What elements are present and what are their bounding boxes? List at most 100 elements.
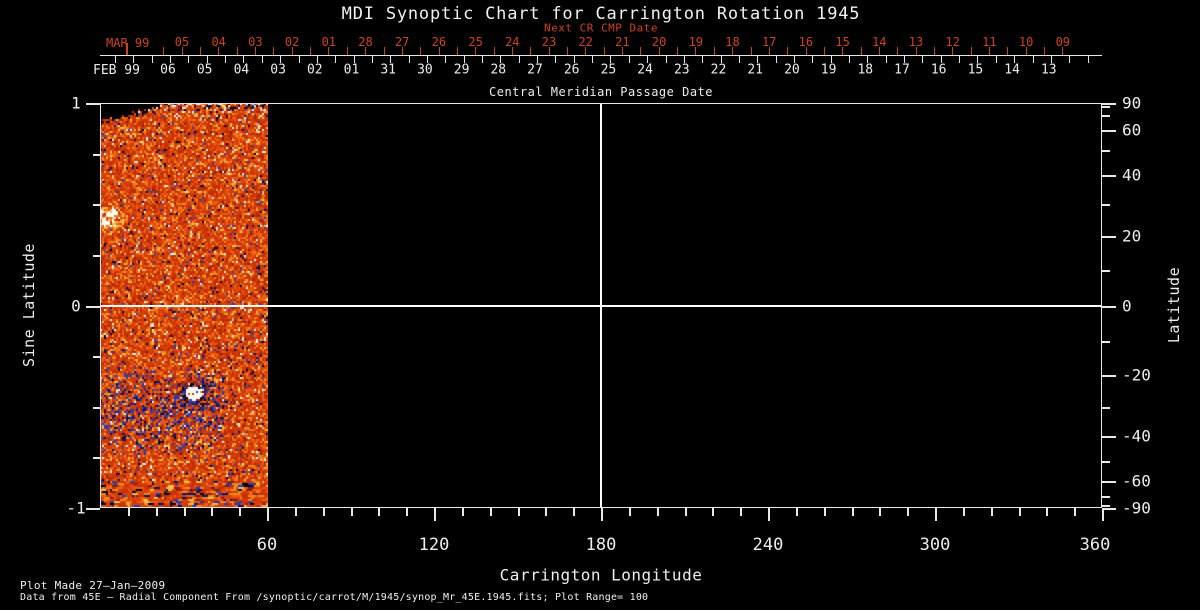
next-cr-tick [879,47,880,55]
latitude-minor-tick [1102,106,1110,108]
cmp-tick [390,56,391,63]
longitude-minor-tick [351,508,353,516]
longitude-minor-tick [545,508,547,516]
longitude-minor-tick [406,508,408,516]
next-cr-tick [897,47,898,55]
next-cr-tick [475,47,476,55]
next-cr-tick [640,47,641,55]
cmp-day-label: 05 [196,62,213,78]
longitude-tick-label: 300 [919,535,951,555]
longitude-tick-label: 180 [585,535,617,555]
next-cr-tick [971,47,972,55]
next-cr-tick [530,47,531,55]
cmp-month-label: FEB 99 [93,63,140,78]
longitude-minor-tick [740,508,742,516]
cmp-tick [702,56,703,63]
next-cr-day-label: 21 [615,35,630,49]
cmp-day-label: 03 [270,62,286,78]
next-cr-tick [934,47,935,55]
cmp-tick [647,56,648,63]
longitude-minor-tick [156,508,158,516]
next-cr-tick [806,47,807,55]
cmp-tick [941,56,942,63]
sine-major-tick [86,508,100,510]
latitude-tick-label: -20 [1122,365,1151,385]
next-cr-tick [824,47,825,55]
next-cr-day-label: 19 [688,35,704,49]
latitude-minor-tick [1102,341,1110,343]
latitude-minor-tick [1102,505,1110,507]
sine-minor-tick [93,154,100,156]
cmp-tick [757,56,758,63]
next-cr-day-label: 02 [284,35,300,49]
longitude-180-gridline [600,103,602,508]
next-cr-day-label: 16 [798,35,814,49]
latitude-major-tick [1102,130,1116,132]
cmp-tick [666,56,667,63]
longitude-minor-tick [685,508,687,516]
next-cr-day-label: 28 [358,35,373,49]
cmp-tick [592,56,593,63]
latitude-tick-label: -90 [1122,498,1151,518]
cmp-tick [427,56,428,63]
longitude-minor-tick [295,508,297,516]
latitude-major-tick [1102,436,1116,438]
cmp-tick [996,56,997,63]
cmp-tick [537,56,538,63]
cmp-tick [519,56,520,63]
next-cr-tick [604,47,605,55]
next-cr-day-label: 26 [431,35,447,49]
latitude-major-tick [1102,236,1116,238]
latitude-major-tick [1102,103,1116,105]
next-cr-tick [182,47,183,55]
next-cr-tick [255,47,256,55]
cmp-tick [262,56,263,63]
sine-minor-tick [93,204,100,206]
next-cr-tick [365,47,366,55]
longitude-tick-label: 120 [418,535,450,555]
next-cr-tick [622,47,623,55]
cmp-day-label: 26 [563,62,580,78]
latitude-tick-label: 20 [1122,226,1142,246]
cmp-tick [335,56,336,63]
latitude-major-tick [1102,481,1116,483]
longitude-major-tick [935,508,937,521]
next-cr-day-label: 04 [211,35,226,49]
longitude-tick-label: 60 [256,535,278,555]
next-cr-day-label: 05 [174,35,190,49]
next-cr-tick [494,47,495,55]
cmp-tick [500,56,501,63]
next-cr-tick [1026,47,1027,55]
next-cr-tick [310,47,311,55]
next-cr-tick [861,47,862,55]
latitude-major-tick [1102,508,1116,510]
longitude-major-tick [267,508,269,521]
cmp-day-label: 13 [1040,62,1057,78]
next-cr-day-label: 10 [1018,35,1034,49]
next-cr-tick [512,47,513,55]
cmp-tick [1033,56,1034,63]
next-cr-tick [751,47,752,55]
cmp-tick [354,56,355,63]
longitude-major-tick [434,508,436,521]
cmp-tick [243,56,244,63]
cmp-tick [886,56,887,63]
longitude-minor-tick [1019,508,1021,516]
next-cr-day-label: 15 [835,35,850,49]
cmp-tick [959,56,960,63]
latitude-minor-tick [1102,150,1110,152]
next-cr-tick [677,47,678,55]
next-cr-tick [1062,47,1063,55]
longitude-minor-tick [796,508,798,516]
longitude-minor-tick [1074,508,1076,516]
sine-minor-tick [93,255,100,257]
latitude-tick-label: 90 [1122,93,1142,113]
cmp-tick [610,56,611,63]
cmp-day-label: 23 [673,62,690,78]
longitude-minor-tick [712,508,714,516]
longitude-major-tick [768,508,770,521]
next-cr-tick [585,47,586,55]
next-cr-tick [218,47,219,55]
next-cr-day-label: 03 [248,35,263,49]
next-cr-tick [952,47,953,55]
